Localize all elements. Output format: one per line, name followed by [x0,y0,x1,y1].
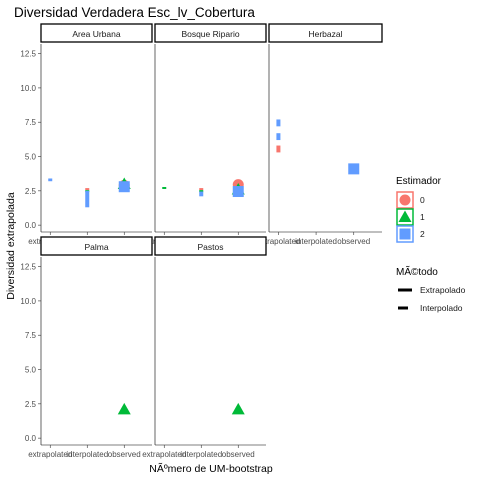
y-axis-title: Diversidad extrapolada [5,192,17,300]
facet-strip-label: Herbazal [308,29,342,39]
range-segment-est-2 [85,190,90,208]
x-tick-label: observed [222,450,255,459]
facet-strip [154,236,267,256]
legend-symbol-est-0 [399,194,411,206]
range-segment-est-2 [48,178,53,182]
x-tick-label: interpolated [295,237,337,246]
observed-point-est-2 [348,163,360,175]
legend-symbol-est-2 [399,228,411,240]
x-tick-label: extrapolated [256,237,300,246]
facet-strip [268,23,383,43]
estimator-legend-title: Estimador [396,176,442,187]
chart-title: Diversidad Verdadera Esc_lv_Cobertura [14,5,255,20]
y-tick-label: 5.0 [25,366,37,375]
range-segment-est-0 [199,188,204,191]
legend-label-est-0: 0 [420,195,425,205]
estimator-legend: Estimador 0 1 2 [396,176,442,243]
legend-label-interpolado: Interpolado [420,303,463,313]
y-tick-label: 12.5 [20,263,36,272]
range-segment-est-0 [85,188,90,191]
y-tick-label: 12.5 [20,50,36,59]
x-tick-label: interpolated [66,450,108,459]
range-segment-est-1 [199,190,204,193]
facet-strip-label: Bosque Ripario [181,29,239,39]
y-tick-label: 7.5 [25,118,37,127]
legend-line-extrapolado [398,288,412,292]
legend-label-est-1: 1 [420,212,425,222]
facet-strip-label: Area Urbana [72,29,120,39]
y-tick-label: 0.0 [25,434,37,443]
x-tick-label: extrapolated [28,450,72,459]
panel-palma: Palma 0.0 2.5 5.0 7.5 10.0 12.5 extrapolatedint… [20,236,153,459]
y-tick-label: 2.5 [25,187,37,196]
x-tick-label: observed [108,450,141,459]
observed-point-est-1 [231,402,245,415]
legend-symbol-est-1 [398,210,412,222]
y-tick-label: 5.0 [25,153,37,162]
range-segment-est-2 [199,191,204,197]
legend-label-est-2: 2 [420,229,425,239]
y-tick-label: 10.0 [20,84,36,93]
range-segment-est-1 [162,186,167,189]
x-tick-label: interpolated [180,450,222,459]
y-tick-label: 0.0 [25,221,37,230]
range-segment-est-0 [276,145,281,153]
legend-line-interpolado [398,306,408,310]
legend-label-extrapolado: Extrapolado [420,285,466,295]
observed-point-est-1 [117,402,131,415]
method-legend-title: MÃ©todo [396,265,438,278]
facet-strip [40,236,153,256]
x-axis-title: NÃºmero de UM-bootstrap [149,462,273,475]
observed-point-est-2 [118,181,130,193]
x-tick-label: extrapolated [142,450,186,459]
range-segment-est-2 [276,119,281,127]
facet-strip-label: Palma [84,242,108,252]
facet-panels: Area Urbana 0.0 2.5 5.0 7.5 10.0 12.5 extrapola… [20,23,383,459]
y-tick-label: 7.5 [25,331,37,340]
x-tick-label: observed [337,237,370,246]
range-segment-est-2 [276,133,281,141]
facet-strip-label: Pastos [198,242,224,252]
y-tick-label: 10.0 [20,297,36,306]
facet-strip [154,23,267,43]
y-tick-label: 2.5 [25,400,37,409]
panel-area-urbana: Area Urbana0.02.55.07.510.012.5extrapola… [20,23,153,246]
observed-point-est-2 [232,186,244,198]
panel-bosque-ripario: Bosque Riparioextrapolatedinterpolatedob… [142,23,267,246]
method-legend: MÃ©todo Extrapolado Interpolado [396,265,466,313]
facet-strip [40,23,153,43]
